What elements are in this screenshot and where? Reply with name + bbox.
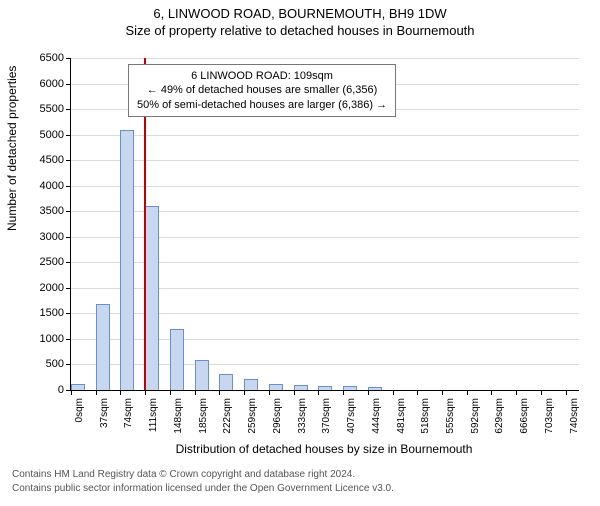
xtick-label: 111sqm bbox=[148, 398, 159, 432]
xtick-mark bbox=[269, 390, 270, 395]
xtick-label: 481sqm bbox=[396, 398, 407, 434]
ytick-label: 6500 bbox=[28, 52, 64, 64]
xtick-mark bbox=[145, 390, 146, 395]
ytick-mark bbox=[66, 160, 71, 161]
callout-line-2: ← 49% of detached houses are smaller (6,… bbox=[137, 83, 387, 97]
histogram-bar bbox=[96, 304, 110, 390]
callout-line-3: 50% of semi-detached houses are larger (… bbox=[137, 98, 387, 112]
xtick-label: 148sqm bbox=[173, 398, 184, 434]
chart-container: 6, LINWOOD ROAD, BOURNEMOUTH, BH9 1DW Si… bbox=[0, 6, 600, 506]
y-axis-label: Number of detached properties bbox=[5, 211, 19, 231]
xtick-mark bbox=[541, 390, 542, 395]
ytick-mark bbox=[66, 237, 71, 238]
histogram-bar bbox=[368, 387, 382, 390]
xtick-label: 370sqm bbox=[321, 398, 332, 434]
footer-attribution: Contains HM Land Registry data © Crown c… bbox=[12, 468, 394, 495]
ytick-label: 2000 bbox=[28, 282, 64, 294]
xtick-mark bbox=[467, 390, 468, 395]
x-axis-label: Distribution of detached houses by size … bbox=[70, 442, 578, 456]
xtick-mark bbox=[343, 390, 344, 395]
xtick-label: 703sqm bbox=[544, 398, 555, 434]
ytick-mark bbox=[66, 186, 71, 187]
ytick-label: 5000 bbox=[28, 129, 64, 141]
ytick-label: 2500 bbox=[28, 256, 64, 268]
footer-line-2: Contains public sector information licen… bbox=[12, 482, 394, 496]
xtick-mark bbox=[566, 390, 567, 395]
ytick-label: 6000 bbox=[28, 78, 64, 90]
histogram-bar bbox=[219, 374, 233, 390]
xtick-label: 666sqm bbox=[519, 398, 530, 434]
histogram-bar bbox=[343, 386, 357, 390]
ytick-label: 4500 bbox=[28, 154, 64, 166]
xtick-label: 629sqm bbox=[494, 398, 505, 434]
ytick-mark bbox=[66, 313, 71, 314]
gridline bbox=[71, 135, 579, 136]
xtick-label: 74sqm bbox=[123, 398, 134, 428]
xtick-mark bbox=[491, 390, 492, 395]
xtick-mark bbox=[393, 390, 394, 395]
ytick-mark bbox=[66, 262, 71, 263]
ytick-mark bbox=[66, 211, 71, 212]
histogram-bar bbox=[170, 329, 184, 390]
xtick-mark bbox=[71, 390, 72, 395]
ytick-label: 1500 bbox=[28, 307, 64, 319]
xtick-mark bbox=[219, 390, 220, 395]
ytick-label: 3500 bbox=[28, 205, 64, 217]
xtick-label: 222sqm bbox=[222, 398, 233, 434]
histogram-bar bbox=[244, 379, 258, 390]
callout-line-1: 6 LINWOOD ROAD: 109sqm bbox=[137, 69, 387, 83]
ytick-label: 500 bbox=[28, 358, 64, 370]
ytick-mark bbox=[66, 364, 71, 365]
xtick-mark bbox=[417, 390, 418, 395]
chart-subtitle: Size of property relative to detached ho… bbox=[0, 23, 600, 38]
xtick-mark bbox=[294, 390, 295, 395]
histogram-bar bbox=[195, 360, 209, 390]
xtick-mark bbox=[368, 390, 369, 395]
xtick-mark bbox=[120, 390, 121, 395]
ytick-mark bbox=[66, 84, 71, 85]
xtick-mark bbox=[442, 390, 443, 395]
ytick-label: 1000 bbox=[28, 333, 64, 345]
histogram-bar bbox=[145, 206, 159, 390]
ytick-mark bbox=[66, 58, 71, 59]
ytick-mark bbox=[66, 339, 71, 340]
chart-title: 6, LINWOOD ROAD, BOURNEMOUTH, BH9 1DW bbox=[0, 6, 600, 21]
xtick-mark bbox=[195, 390, 196, 395]
xtick-label: 296sqm bbox=[272, 398, 283, 434]
ytick-mark bbox=[66, 109, 71, 110]
xtick-label: 518sqm bbox=[420, 398, 431, 434]
xtick-mark bbox=[516, 390, 517, 395]
xtick-mark bbox=[318, 390, 319, 395]
xtick-label: 407sqm bbox=[346, 398, 357, 434]
histogram-bar bbox=[120, 130, 134, 390]
xtick-label: 0sqm bbox=[74, 398, 85, 422]
callout-box: 6 LINWOOD ROAD: 109sqm ← 49% of detached… bbox=[128, 64, 396, 117]
histogram-bar bbox=[318, 386, 332, 390]
ytick-label: 0 bbox=[28, 384, 64, 396]
ytick-label: 5500 bbox=[28, 103, 64, 115]
gridline bbox=[71, 160, 579, 161]
xtick-label: 740sqm bbox=[569, 398, 580, 434]
gridline bbox=[71, 58, 579, 59]
xtick-label: 444sqm bbox=[371, 398, 382, 434]
xtick-mark bbox=[244, 390, 245, 395]
xtick-label: 555sqm bbox=[445, 398, 456, 434]
xtick-label: 333sqm bbox=[297, 398, 308, 434]
xtick-label: 592sqm bbox=[470, 398, 481, 434]
ytick-label: 4000 bbox=[28, 180, 64, 192]
ytick-label: 3000 bbox=[28, 231, 64, 243]
histogram-bar bbox=[71, 384, 85, 390]
xtick-label: 37sqm bbox=[99, 398, 110, 428]
histogram-bar bbox=[269, 384, 283, 390]
gridline bbox=[71, 186, 579, 187]
histogram-bar bbox=[294, 385, 308, 390]
ytick-mark bbox=[66, 135, 71, 136]
xtick-mark bbox=[96, 390, 97, 395]
xtick-label: 259sqm bbox=[247, 398, 258, 434]
xtick-mark bbox=[170, 390, 171, 395]
ytick-mark bbox=[66, 288, 71, 289]
footer-line-1: Contains HM Land Registry data © Crown c… bbox=[12, 468, 394, 482]
xtick-label: 185sqm bbox=[198, 398, 209, 434]
